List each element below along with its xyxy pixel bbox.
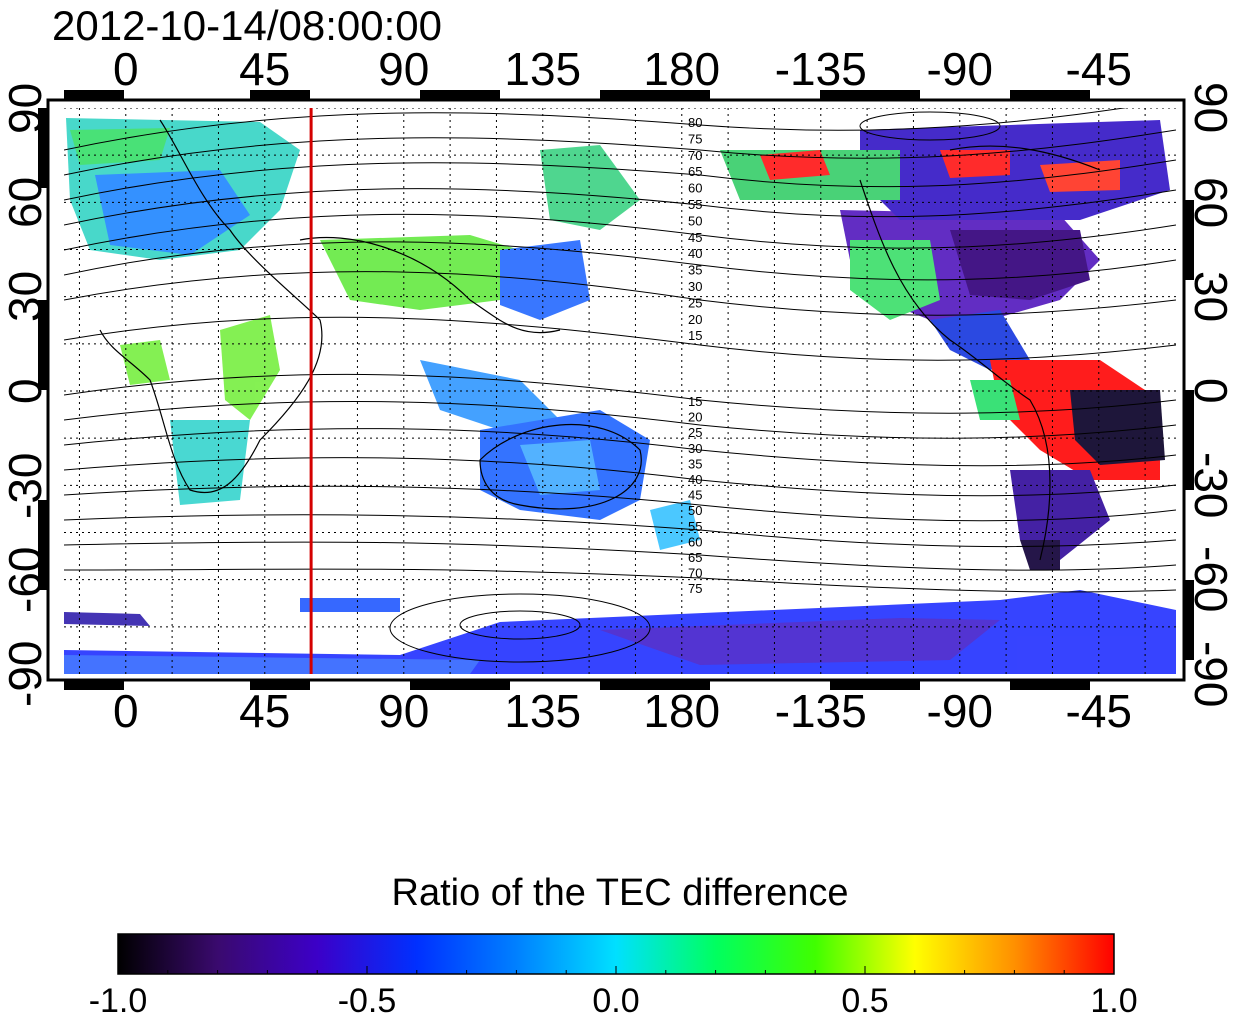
colorbar-tick-label: 0.0 <box>592 982 640 1020</box>
contour-label: 25 <box>688 295 702 310</box>
contour-label: 50 <box>688 213 702 228</box>
colorbar-tick-label: -0.5 <box>337 982 397 1020</box>
colorbar-tick-label: -1.0 <box>88 982 148 1020</box>
lon-tick-label: 180 <box>643 43 721 95</box>
contour-label: 40 <box>688 246 702 261</box>
contour-label: 25 <box>688 425 702 440</box>
contour-label: 30 <box>688 279 702 294</box>
lon-tick-label: 90 <box>378 685 430 737</box>
lat-tick-label: 30 <box>0 271 51 323</box>
lat-tick-label: 90 <box>1185 82 1237 134</box>
colorbar-tick-label: 1.0 <box>1090 982 1138 1020</box>
lon-tick-label: -45 <box>1065 685 1133 737</box>
lat-tick-label: -60 <box>0 546 51 613</box>
lat-tick-label: 0 <box>0 378 51 404</box>
colorbar-tick-label: 0.5 <box>841 982 889 1020</box>
lon-tick-label: 45 <box>239 43 291 95</box>
contour-label: 70 <box>688 148 702 163</box>
lon-tick-label: 90 <box>378 43 430 95</box>
lat-lon-grid <box>64 108 1176 674</box>
lat-tick-label: 60 <box>0 176 51 228</box>
lat-tick-label: -30 <box>1185 452 1237 519</box>
contour-label: 65 <box>688 550 702 565</box>
contour-label: 50 <box>688 503 702 518</box>
lat-tick-label: 0 <box>1185 378 1237 404</box>
lat-tick-label: -30 <box>0 452 51 519</box>
lat-tick-label: 60 <box>1185 176 1237 228</box>
contour-label: 40 <box>688 472 702 487</box>
lon-tick-label: 0 <box>112 685 139 737</box>
lon-tick-label: 45 <box>239 685 291 737</box>
tec-data-patches <box>64 118 1176 674</box>
coastlines <box>99 119 1101 561</box>
contour-label: 75 <box>688 131 702 146</box>
lat-tick-label: 30 <box>1185 271 1237 323</box>
lon-tick-label: 0 <box>112 43 139 95</box>
contour-label: 35 <box>688 456 702 471</box>
colorbar-ticks <box>117 966 1115 974</box>
frame-ticks <box>38 90 1194 690</box>
colorbar-title: Ratio of the TEC difference <box>391 872 849 914</box>
lon-tick-label: 180 <box>643 685 721 737</box>
contour-label: 45 <box>688 230 702 245</box>
contour-label: 60 <box>688 181 702 196</box>
contour-label: 80 <box>688 115 702 130</box>
lon-tick-label: -90 <box>926 685 994 737</box>
lat-tick-label: -90 <box>1185 640 1237 708</box>
contour-label: 15 <box>688 328 702 343</box>
contour-label: 20 <box>688 312 702 327</box>
contour-label: 30 <box>688 441 702 456</box>
contour-label: 65 <box>688 164 702 179</box>
contour-label: 55 <box>688 197 702 212</box>
map-title: 2012-10-14/08:00:00 <box>52 2 442 49</box>
lon-tick-label: 135 <box>504 685 582 737</box>
contour-label: 70 <box>688 566 702 581</box>
contour-label: 60 <box>688 534 702 549</box>
contour-label: 35 <box>688 263 702 278</box>
lon-tick-label: -135 <box>774 685 867 737</box>
contour-label: 45 <box>688 488 702 503</box>
contour-label: 15 <box>688 394 702 409</box>
lat-tick-label: -90 <box>0 640 51 708</box>
lon-tick-label: -90 <box>926 43 994 95</box>
contour-label: 20 <box>688 410 702 425</box>
lon-tick-label: -135 <box>774 43 867 95</box>
contour-label: 75 <box>688 581 702 596</box>
lat-tick-label: 90 <box>0 82 51 134</box>
lat-tick-label: -60 <box>1185 546 1237 613</box>
contour-label: 55 <box>688 519 702 534</box>
lon-tick-label: 135 <box>504 43 582 95</box>
magnetic-latitude-contours <box>64 108 1176 663</box>
lon-tick-label: -45 <box>1065 43 1133 95</box>
